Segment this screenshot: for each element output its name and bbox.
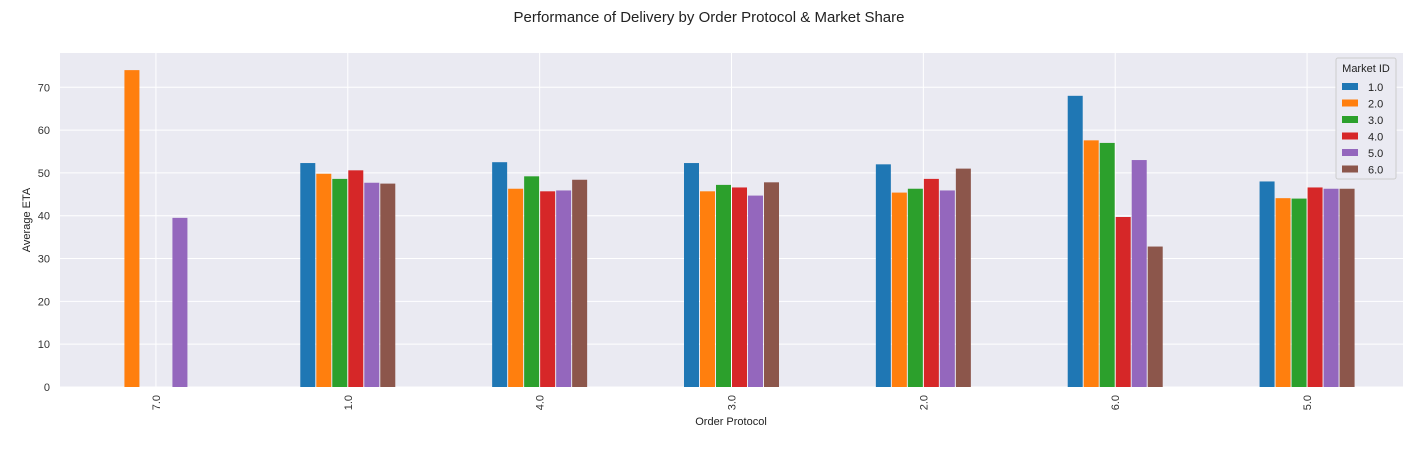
y-tick-label: 60 — [38, 125, 50, 137]
bar-6.0-market-6.0 — [1147, 246, 1163, 387]
y-tick-label: 50 — [38, 168, 50, 180]
bar-7.0-market-5.0 — [172, 217, 188, 387]
bar-5.0-market-4.0 — [1307, 187, 1323, 387]
bar-5.0-market-5.0 — [1323, 188, 1339, 387]
bar-3.0-market-6.0 — [764, 182, 779, 387]
bar-5.0-market-1.0 — [1259, 181, 1275, 387]
x-tick-label: 5.0 — [1302, 395, 1314, 410]
bar-3.0-market-5.0 — [748, 195, 763, 387]
legend-entry-label: 4.0 — [1368, 132, 1383, 144]
legend-title: Market ID — [1342, 63, 1390, 75]
bar-4.0-market-2.0 — [508, 188, 524, 387]
legend-entry-label: 2.0 — [1368, 99, 1383, 111]
bar-2.0-market-5.0 — [939, 190, 955, 387]
bar-2.0-market-3.0 — [907, 188, 923, 387]
x-tick-label: 3.0 — [727, 395, 739, 410]
legend-swatch — [1342, 149, 1358, 156]
bar-2.0-market-4.0 — [923, 178, 939, 387]
x-tick-label: 2.0 — [918, 395, 930, 410]
bar-4.0-market-4.0 — [540, 191, 556, 387]
legend-swatch — [1342, 116, 1358, 123]
x-axis-label: Order Protocol — [695, 416, 767, 428]
y-axis-ticks: 0 10 20 30 40 50 60 70 — [38, 82, 50, 394]
bar-1.0-market-6.0 — [380, 183, 396, 387]
bar-1.0-market-2.0 — [316, 173, 332, 387]
chart-title: Performance of Delivery by Order Protoco… — [514, 9, 905, 26]
legend-entry-label: 3.0 — [1368, 115, 1383, 127]
bar-1.0-market-4.0 — [348, 170, 364, 387]
bar-6.0-market-4.0 — [1115, 217, 1131, 387]
bar-2.0-market-1.0 — [875, 164, 891, 387]
x-tick-label: 4.0 — [535, 395, 547, 410]
bar-2.0-market-2.0 — [891, 192, 907, 387]
bars — [124, 70, 1355, 388]
bar-1.0-market-5.0 — [364, 182, 380, 387]
legend-swatch — [1342, 99, 1358, 107]
legend-entry-label: 1.0 — [1368, 82, 1383, 94]
bar-5.0-market-2.0 — [1275, 198, 1291, 387]
bar-3.0-market-1.0 — [684, 163, 699, 387]
bar-6.0-market-2.0 — [1083, 140, 1099, 387]
grid-lines — [60, 53, 1403, 388]
x-tick-label: 7.0 — [151, 395, 163, 410]
x-axis-ticks: 7.0 1.0 4.0 3.0 2.0 6.0 5.0 — [151, 395, 1314, 410]
bar-6.0-market-1.0 — [1067, 95, 1083, 388]
y-tick-label: 30 — [38, 254, 50, 266]
bar-4.0-market-1.0 — [492, 162, 508, 387]
bar-3.0-market-2.0 — [700, 191, 715, 387]
bar-7.0-market-2.0 — [124, 70, 140, 387]
legend-swatch — [1342, 83, 1358, 90]
bar-6.0-market-5.0 — [1131, 160, 1147, 387]
bar-4.0-market-3.0 — [524, 176, 540, 387]
bar-3.0-market-3.0 — [716, 184, 731, 387]
y-axis-label: Average ETA — [21, 187, 33, 252]
y-tick-label: 20 — [38, 296, 50, 308]
bar-3.0-market-4.0 — [732, 187, 747, 387]
x-tick-label: 6.0 — [1110, 395, 1122, 410]
bar-5.0-market-3.0 — [1291, 198, 1307, 387]
y-tick-label: 10 — [38, 339, 50, 351]
legend-entry-label: 6.0 — [1368, 165, 1383, 177]
bar-2.0-market-6.0 — [955, 168, 971, 387]
bar-4.0-market-5.0 — [556, 190, 572, 387]
bar-6.0-market-3.0 — [1099, 142, 1115, 387]
legend-swatch — [1342, 132, 1358, 140]
legend: Market ID 1.0 2.0 3.0 4.0 5.0 6.0 — [1335, 57, 1397, 180]
legend-swatch — [1342, 165, 1358, 173]
bar-1.0-market-3.0 — [332, 178, 348, 387]
bar-5.0-market-6.0 — [1339, 188, 1355, 387]
y-tick-label: 0 — [44, 382, 50, 394]
legend-entry-label: 5.0 — [1368, 148, 1383, 160]
x-tick-label: 1.0 — [343, 395, 355, 410]
y-tick-label: 40 — [38, 211, 50, 223]
bar-1.0-market-1.0 — [300, 163, 316, 387]
bar-4.0-market-6.0 — [572, 179, 588, 387]
y-tick-label: 70 — [38, 82, 50, 94]
